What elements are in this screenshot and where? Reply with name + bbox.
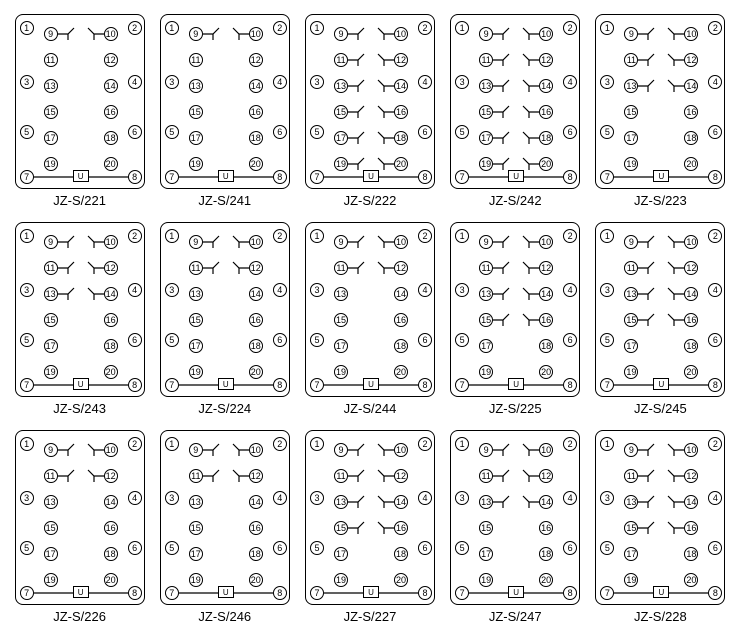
relay-cell: 1234567891011121314151617181920U JZ-S/241: [159, 14, 290, 208]
relay-cell: 1234567891011121314151617181920U JZ-S/223: [595, 14, 726, 208]
relay-box: 1234567891011121314151617181920U: [15, 14, 145, 189]
relay-cell: 1234567891011121314151617181920U JZ-S/227: [304, 430, 435, 624]
relay-label: JZ-S/242: [489, 193, 542, 208]
u-wires: [161, 431, 291, 606]
u-wires: [306, 431, 436, 606]
relay-label: JZ-S/222: [344, 193, 397, 208]
u-wires: [161, 15, 291, 190]
u-wires: [596, 15, 726, 190]
relay-diagram-grid: 1234567891011121314151617181920U JZ-S/221…: [0, 0, 740, 638]
relay-cell: 1234567891011121314151617181920U JZ-S/221: [14, 14, 145, 208]
relay-box: 1234567891011121314151617181920U: [160, 430, 290, 605]
relay-label: JZ-S/224: [198, 401, 251, 416]
relay-cell: 1234567891011121314151617181920U JZ-S/245: [595, 222, 726, 416]
relay-box: 1234567891011121314151617181920U: [595, 222, 725, 397]
relay-box: 1234567891011121314151617181920U: [305, 222, 435, 397]
u-wires: [451, 431, 581, 606]
relay-box: 1234567891011121314151617181920U: [160, 222, 290, 397]
relay-box: 1234567891011121314151617181920U: [305, 430, 435, 605]
u-wires: [306, 223, 436, 398]
u-wires: [451, 223, 581, 398]
relay-cell: 1234567891011121314151617181920U JZ-S/228: [595, 430, 726, 624]
u-wires: [16, 223, 146, 398]
u-wires: [306, 15, 436, 190]
relay-cell: 1234567891011121314151617181920U JZ-S/222: [304, 14, 435, 208]
relay-cell: 1234567891011121314151617181920U JZ-S/243: [14, 222, 145, 416]
relay-label: JZ-S/245: [634, 401, 687, 416]
relay-cell: 1234567891011121314151617181920U JZ-S/225: [450, 222, 581, 416]
relay-cell: 1234567891011121314151617181920U JZ-S/224: [159, 222, 290, 416]
u-wires: [16, 15, 146, 190]
relay-label: JZ-S/246: [198, 609, 251, 624]
relay-label: JZ-S/247: [489, 609, 542, 624]
relay-label: JZ-S/228: [634, 609, 687, 624]
relay-cell: 1234567891011121314151617181920U JZ-S/226: [14, 430, 145, 624]
relay-box: 1234567891011121314151617181920U: [15, 430, 145, 605]
relay-label: JZ-S/243: [53, 401, 106, 416]
relay-label: JZ-S/227: [344, 609, 397, 624]
relay-box: 1234567891011121314151617181920U: [450, 222, 580, 397]
relay-box: 1234567891011121314151617181920U: [160, 14, 290, 189]
relay-cell: 1234567891011121314151617181920U JZ-S/244: [304, 222, 435, 416]
relay-box: 1234567891011121314151617181920U: [15, 222, 145, 397]
u-wires: [161, 223, 291, 398]
u-wires: [596, 223, 726, 398]
u-wires: [16, 431, 146, 606]
relay-box: 1234567891011121314151617181920U: [595, 14, 725, 189]
relay-box: 1234567891011121314151617181920U: [450, 14, 580, 189]
relay-box: 1234567891011121314151617181920U: [450, 430, 580, 605]
relay-cell: 1234567891011121314151617181920U JZ-S/247: [450, 430, 581, 624]
relay-cell: 1234567891011121314151617181920U JZ-S/246: [159, 430, 290, 624]
relay-box: 1234567891011121314151617181920U: [595, 430, 725, 605]
relay-cell: 1234567891011121314151617181920U JZ-S/242: [450, 14, 581, 208]
relay-label: JZ-S/244: [344, 401, 397, 416]
relay-label: JZ-S/223: [634, 193, 687, 208]
relay-label: JZ-S/241: [198, 193, 251, 208]
relay-label: JZ-S/221: [53, 193, 106, 208]
relay-label: JZ-S/226: [53, 609, 106, 624]
u-wires: [596, 431, 726, 606]
relay-label: JZ-S/225: [489, 401, 542, 416]
u-wires: [451, 15, 581, 190]
relay-box: 1234567891011121314151617181920U: [305, 14, 435, 189]
